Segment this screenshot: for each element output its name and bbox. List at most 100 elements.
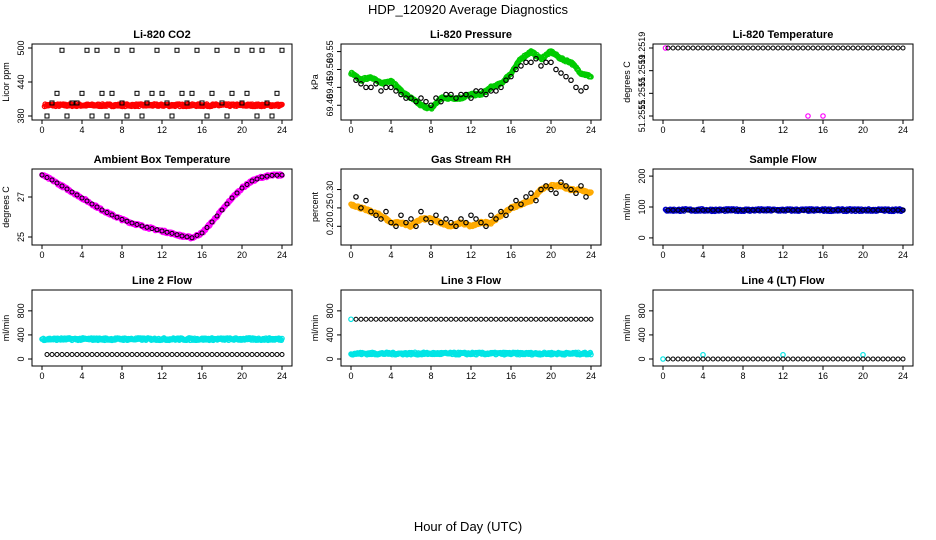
y-tick-label: 51.2515 [637,100,647,133]
data-point [279,47,285,53]
data-point [875,45,881,51]
y-tick-label: 380 [16,108,26,123]
data-point [820,207,826,213]
data-point [114,214,120,220]
data-point [194,47,200,53]
y-tick-label: 69.55 [325,40,335,63]
data-point [159,228,165,234]
panel-title: Li-820 CO2 [133,29,190,41]
data-point [765,356,771,362]
data-point [204,351,210,357]
data-point [433,212,439,219]
x-tick-label: 4 [388,125,393,135]
x-tick-label: 12 [466,125,476,135]
data-point [89,113,95,119]
data-point [568,186,574,193]
series-2 [44,47,285,119]
data-point [468,212,474,219]
data-point [269,172,275,178]
data-point [249,47,255,53]
data-point [164,351,170,357]
panel-3: Li-820 Temperature degrees C 0 4 8 12 16 20 24 51… [622,29,914,135]
data-point [189,351,195,357]
data-point [433,95,439,101]
data-point [820,45,826,51]
data-point [39,172,45,178]
data-point [498,84,504,91]
data-point [850,45,856,51]
data-point [695,45,701,51]
panel-7: Line 2 Flow ml/min 0 4 8 12 16 20 24 0 400 800 [1,275,293,381]
data-point [244,351,250,357]
data-point [675,207,681,213]
data-point [259,47,265,53]
y-tick-label: 0.20 [325,218,335,236]
data-point [583,84,589,91]
data-point [740,207,746,213]
data-point [378,88,384,94]
data-point [503,77,509,84]
data-point [885,45,891,51]
data-point [149,90,155,96]
data-point [720,356,726,362]
data-point [493,216,499,222]
data-point [518,201,524,208]
data-point [705,45,711,51]
y-tick-label: 400 [325,327,335,342]
data-point [169,351,175,357]
data-point [820,113,826,119]
data-point [169,113,175,119]
data-point [478,88,484,94]
x-tick-label: 0 [660,125,665,135]
y-axis-label: percent [310,191,320,222]
data-point [403,219,409,226]
series-2 [353,179,589,230]
data-point [760,356,766,362]
data-point [59,183,65,189]
y-tick-label: 0 [325,356,335,361]
data-point [815,356,821,362]
series-1 [662,45,826,119]
x-tick-label: 16 [197,125,207,135]
data-point [815,207,821,213]
data-point [269,113,275,119]
data-point [840,207,846,213]
data-point [353,77,359,84]
data-point [885,207,891,213]
data-point [800,207,806,213]
data-point [588,351,594,358]
data-point [473,88,479,94]
data-point [880,356,886,362]
data-point [438,98,444,105]
data-point [755,45,761,51]
data-point [119,100,125,106]
data-point [418,208,424,215]
data-point [670,207,676,213]
panel-title: Line 3 Flow [441,275,501,287]
data-point [373,316,379,322]
data-point [54,90,60,96]
data-point [169,230,175,236]
x-tick-label: 4 [79,371,84,381]
x-tick-label: 4 [79,250,84,260]
data-point [84,351,90,357]
data-point [478,219,484,226]
figure-title: HDP_120920 Average Diagnostics [368,2,568,17]
data-point [483,91,489,98]
data-point [348,316,354,323]
data-point [274,172,280,178]
data-point [124,113,130,119]
data-point [735,207,741,213]
x-tick-label: 20 [237,250,247,260]
series-1 [348,349,594,358]
data-point [855,207,861,213]
data-point [59,47,65,53]
panel-title: Gas Stream RH [431,154,511,166]
data-point [393,88,399,94]
data-point [249,351,255,357]
data-point [478,316,484,322]
data-point [513,197,519,204]
data-point [129,351,135,357]
x-tick-label: 12 [157,250,167,260]
data-point [244,182,250,187]
